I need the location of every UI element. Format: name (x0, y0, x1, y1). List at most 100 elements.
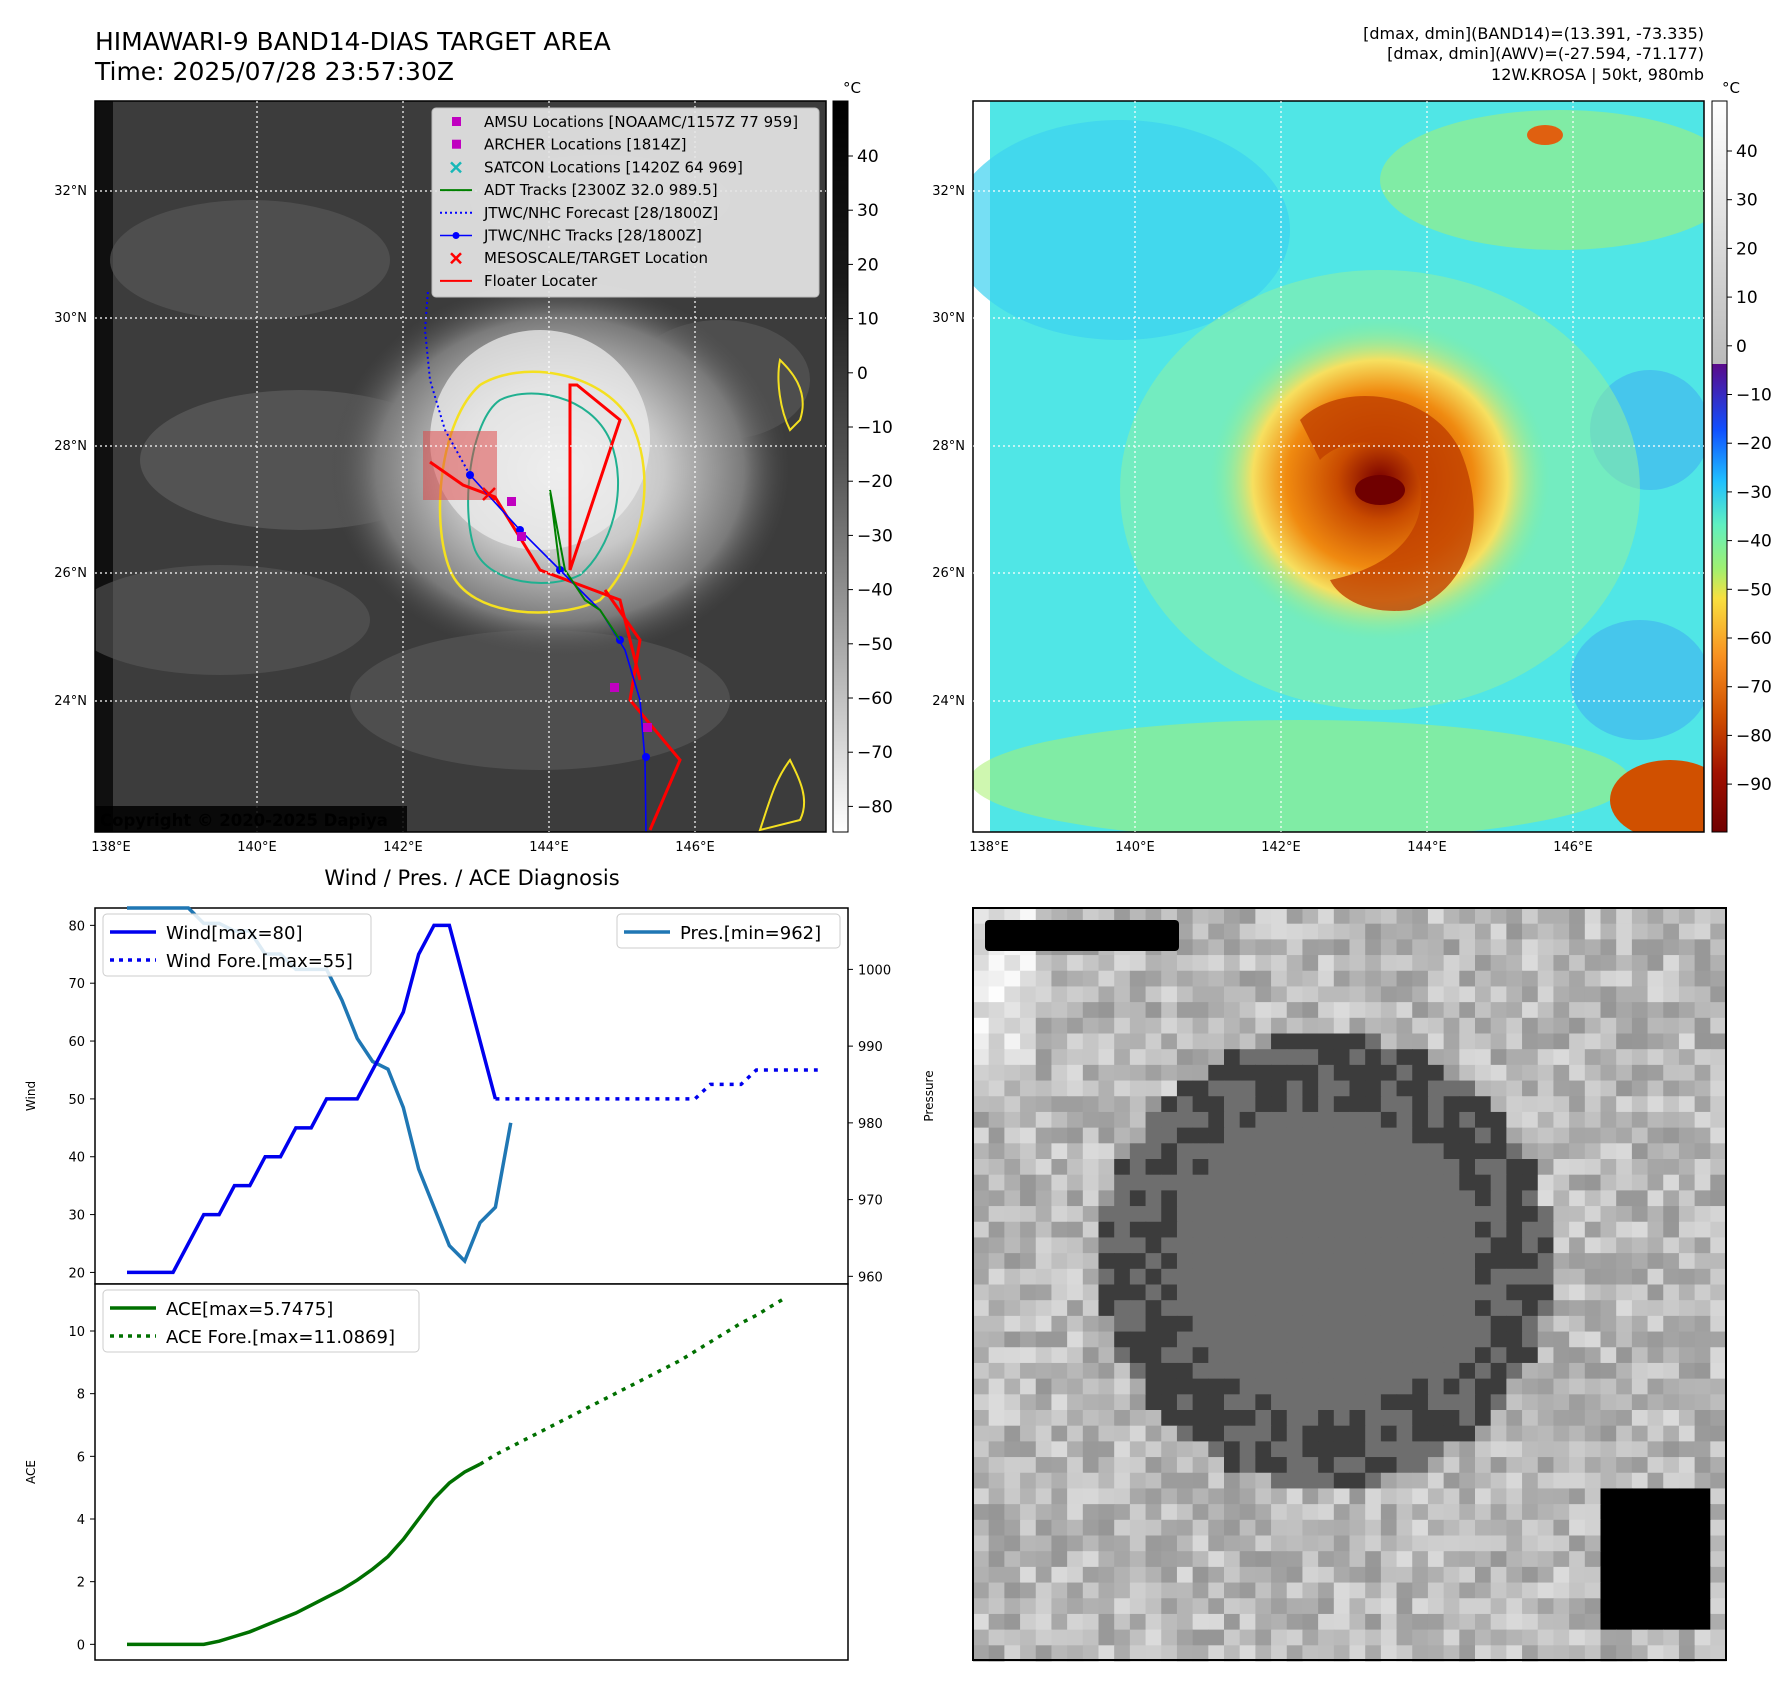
legend-entry: ARCHER Locations [1814Z] (452, 136, 687, 154)
gray-colorbar-tick: −30 (857, 526, 893, 546)
gray-colorbar-tick: 30 (857, 201, 879, 221)
ace-legend-1: ACE[max=5.7475] (166, 1299, 333, 1320)
wind-tick: 40 (68, 1151, 85, 1166)
color-colorbar-tick: 40 (1736, 142, 1758, 162)
pressure-tick: 970 (858, 1194, 883, 1209)
gray-colorbar-tick: −50 (857, 635, 893, 655)
lon-tick-label: 146°E (1553, 840, 1593, 855)
wmg-count-label: WMG Count: 29 (993, 924, 1168, 948)
lon-tick-label: 138°E (969, 840, 1009, 855)
lat-tick-label: 26°N (932, 566, 965, 581)
legend-label: JTWC/NHC Tracks [28/1800Z] (483, 227, 702, 245)
wind-tick: 70 (68, 977, 85, 992)
lat-tick-label: 30°N (932, 311, 965, 326)
gray-colorbar-tick: 10 (857, 310, 879, 330)
color-colorbar-tick: −60 (1736, 629, 1772, 649)
color-colorbar-tick: −30 (1736, 483, 1772, 503)
gray-colorbar: °C 40 30 20 10 0 −10 −20 −30 −40 −50 −60 −70 −80 (832, 79, 893, 833)
color-colorbar-tick: −40 (1736, 532, 1772, 552)
wind-forecast-line (495, 1068, 818, 1101)
ir-grayscale-map: 138°E 140°E 142°E 144°E 146°E 32°N 30°N 28°N 26°… (54, 100, 827, 855)
gray-colorbar-tick: 0 (857, 364, 868, 384)
gray-colorbar-tick: −20 (857, 472, 893, 492)
pressure-tick: 990 (858, 1040, 883, 1055)
lon-tick-label: 144°E (1407, 840, 1447, 855)
legend-entry: SATCON Locations [1420Z 64 969] (450, 158, 743, 176)
legend-label: SATCON Locations [1420Z 64 969] (484, 158, 743, 176)
lon-tick-label: 142°E (1261, 840, 1301, 855)
ace-tick: 2 (77, 1576, 85, 1591)
legend-label: JTWC/NHC Forecast [28/1800Z] (483, 204, 718, 222)
color-colorbar-tick: −50 (1736, 580, 1772, 600)
ace-legend-2: ACE Fore.[max=11.0869] (166, 1327, 395, 1348)
legend-label: AMSU Locations [NOAAMC/1157Z 77 959] (484, 113, 798, 131)
figure-title: HIMAWARI-9 BAND14-DIAS TARGET AREA (95, 27, 611, 56)
wind-tick: 50 (68, 1093, 85, 1108)
gray-colorbar-tick: −80 (857, 797, 893, 817)
lat-tick-label: 28°N (54, 439, 87, 454)
color-colorbar: °C 40 30 20 10 0 −10 −20 −30 −40 −50 −60 −70 −80 −90 (1711, 79, 1772, 833)
lat-tick-label: 32°N (932, 184, 965, 199)
color-colorbar-tick: 30 (1736, 191, 1758, 211)
legend-label: ADT Tracks [2300Z 32.0 989.5] (484, 181, 718, 199)
lon-tick-label: 140°E (1115, 840, 1155, 855)
legend-label: Floater Locater (484, 272, 598, 290)
ace-tick: 0 (77, 1638, 85, 1653)
legend-entry: MESOSCALE/TARGET Location (450, 249, 708, 267)
ace-tick: 4 (77, 1513, 85, 1528)
info-line-2: [dmax, dmin](AWV)=(-27.594, -71.177) (1387, 44, 1704, 63)
gray-colorbar-tick: −40 (857, 581, 893, 601)
pressure-axis-label: Pressure (922, 1070, 936, 1121)
legend-entry: AMSU Locations [NOAAMC/1157Z 77 959] (452, 113, 798, 131)
map1-ticks: 138°E 140°E 142°E 144°E 146°E 32°N 30°N 28°N 26°… (54, 184, 715, 855)
pressure-tick: 1000 (858, 963, 891, 978)
wind-legend: Wind[max=80] Wind Fore.[max=55] (102, 913, 372, 977)
ace-tick: 6 (77, 1450, 85, 1465)
lat-tick-label: 30°N (54, 311, 87, 326)
map2-gridlines (973, 101, 1704, 832)
copyright-label: Copyright © 2020-2025 Dapiya (100, 811, 388, 830)
lat-tick-label: 28°N (932, 439, 965, 454)
awv-color-map: 138°E 140°E 142°E 144°E 146°E 32°N 30°N 28°N 26°… (932, 100, 1705, 855)
color-colorbar-tick: −90 (1736, 775, 1772, 795)
color-colorbar-tick: 20 (1736, 239, 1758, 259)
ace-tick: 10 (68, 1325, 85, 1340)
wind-tick: 60 (68, 1035, 85, 1050)
wind-legend-2: Wind Fore.[max=55] (166, 951, 353, 972)
wind-tick: 20 (68, 1266, 85, 1281)
color-colorbar-tick: −20 (1736, 434, 1772, 454)
gray-colorbar-tick: −60 (857, 689, 893, 709)
gray-colorbar-tick: −10 (857, 418, 893, 438)
figure-time: Time: 2025/07/28 23:57:30Z (94, 57, 454, 86)
ace-forecast-line (479, 1295, 788, 1466)
info-line-1: [dmax, dmin](BAND14)=(13.391, -73.335) (1363, 24, 1704, 43)
color-colorbar-tick: −10 (1736, 386, 1772, 406)
wind-axis-label: Wind (24, 1081, 38, 1111)
legend-entry: Floater Locater (440, 272, 598, 290)
ace-line (127, 1462, 481, 1647)
gray-colorbar-tick: 20 (857, 255, 879, 275)
info-line-3: 12W.KROSA | 50kt, 980mb (1491, 65, 1704, 84)
diagnosis-title: Wind / Pres. / ACE Diagnosis (324, 866, 619, 890)
lon-tick-label: 146°E (675, 840, 715, 855)
wind-tick: 30 (68, 1209, 85, 1224)
wind-tick: 80 (68, 919, 85, 934)
lon-tick-label: 138°E (91, 840, 131, 855)
ace-tick: 8 (77, 1388, 85, 1403)
pres-legend: Pres.[min=962] (616, 913, 841, 949)
color-colorbar-unit: °C (1722, 79, 1740, 97)
wmg-panel: WMG Count: 29 (972, 907, 1727, 1662)
color-colorbar-tick: −80 (1736, 726, 1772, 746)
ace-chart: 0 2 4 6 8 10 ACE ACE[max=5.7475] ACE Fore.[ma… (24, 1283, 849, 1661)
color-colorbar-tick: −70 (1736, 678, 1772, 698)
lon-tick-label: 144°E (529, 840, 569, 855)
legend-entry: ADT Tracks [2300Z 32.0 989.5] (440, 181, 718, 199)
wind-legend-1: Wind[max=80] (166, 923, 303, 944)
wind-pressure-chart: 20 30 40 50 60 70 80 960 970 980 990 1000 Wind Pres… (24, 906, 936, 1285)
legend-entry: JTWC/NHC Tracks [28/1800Z] (440, 227, 702, 245)
legend-label: ARCHER Locations [1814Z] (484, 136, 687, 154)
lat-tick-label: 24°N (54, 694, 87, 709)
color-colorbar-tick: 0 (1736, 337, 1747, 357)
pressure-tick: 960 (858, 1270, 883, 1285)
pressure-tick: 980 (858, 1117, 883, 1132)
